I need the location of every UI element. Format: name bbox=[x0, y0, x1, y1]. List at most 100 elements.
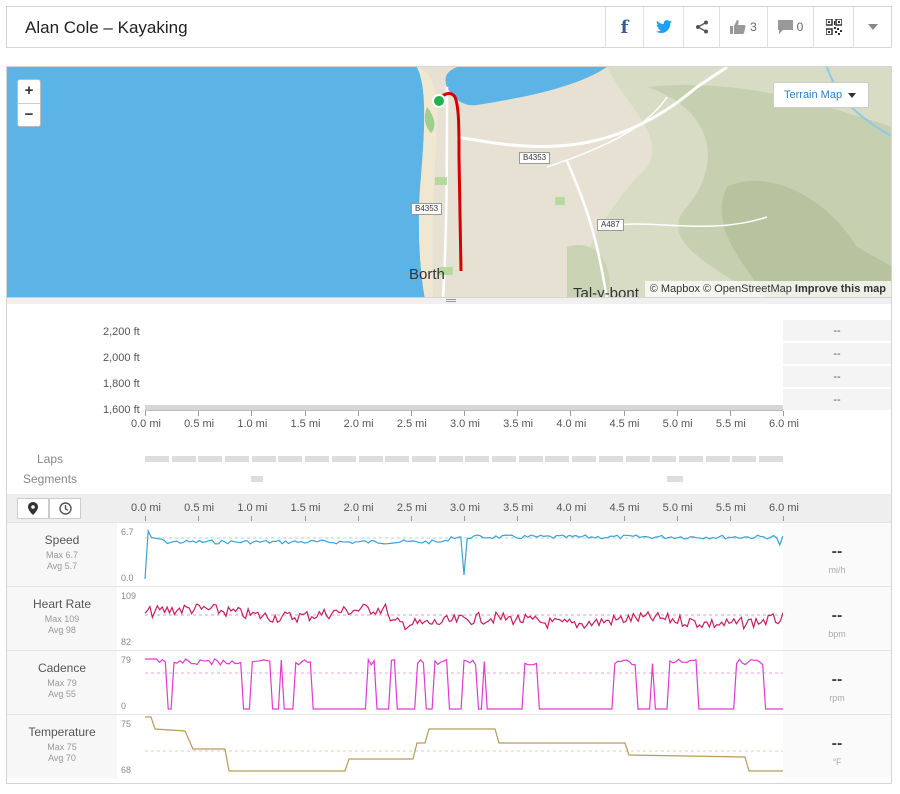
stream-x-tick-mark bbox=[357, 516, 359, 521]
lap-bar[interactable] bbox=[331, 456, 356, 462]
lap-bar[interactable] bbox=[251, 456, 276, 462]
stream-y-max: 6.7 bbox=[121, 527, 134, 537]
stream-current-value: -- bbox=[831, 671, 843, 688]
lap-bar[interactable] bbox=[438, 456, 463, 462]
elevation-x-tick-label: 3.0 mi bbox=[450, 418, 480, 430]
attribution-text: © Mapbox © OpenStreetMap bbox=[649, 283, 792, 295]
header-actions: f 3 0 bbox=[605, 7, 891, 47]
lap-bar[interactable] bbox=[652, 456, 677, 462]
map-pin-toggle[interactable] bbox=[17, 498, 49, 519]
lap-bar[interactable] bbox=[198, 456, 223, 462]
stream-unit: rpm bbox=[829, 693, 845, 703]
elevation-y-tick: 2,000 ft bbox=[103, 352, 140, 364]
qr-code-button[interactable] bbox=[813, 7, 853, 47]
place-label-borth: Borth bbox=[409, 266, 445, 283]
stream-avg: Avg 55 bbox=[48, 689, 76, 699]
elevation-x-tick-mark bbox=[304, 411, 306, 416]
stream-x-tick-mark bbox=[676, 516, 678, 521]
qr-code-icon bbox=[825, 19, 842, 35]
twitter-share-button[interactable] bbox=[643, 7, 683, 47]
lap-bar[interactable] bbox=[171, 456, 196, 462]
elevation-x-tick-label: 0.5 mi bbox=[184, 418, 215, 430]
route-map[interactable]: + − Terrain Map B4353 B4353 A487 Borth T… bbox=[6, 66, 892, 298]
stream-unit: °F bbox=[832, 757, 842, 767]
stream-row-speed[interactable]: Speed Max 6.7 Avg 5.7 6.7 0.0 -- mi/h bbox=[7, 522, 891, 586]
lap-bar[interactable] bbox=[518, 456, 543, 462]
stream-avg: Avg 70 bbox=[48, 753, 76, 763]
map-tiles bbox=[7, 67, 891, 297]
stream-value: -- bpm bbox=[783, 587, 891, 650]
stream-name: Cadence bbox=[37, 661, 87, 675]
stream-x-tick-label: 5.5 mi bbox=[715, 502, 746, 514]
stream-x-tick-mark bbox=[623, 516, 625, 521]
stream-line bbox=[144, 602, 784, 631]
stream-row-temperature[interactable]: Temperature Max 75 Avg 70 75 68 -- °F bbox=[7, 714, 891, 778]
elevation-x-tick-label: 3.5 mi bbox=[503, 418, 534, 430]
segment-bar[interactable] bbox=[667, 476, 683, 482]
elevation-side-value: -- bbox=[783, 320, 891, 342]
lap-bar[interactable] bbox=[278, 456, 303, 462]
elevation-profile bbox=[145, 405, 783, 411]
share-icon bbox=[695, 20, 708, 34]
elevation-x-tick-label: 0.0 mi bbox=[131, 418, 161, 430]
elevation-x-tick-mark bbox=[464, 411, 465, 416]
stream-max: Max 109 bbox=[44, 614, 80, 624]
stream-x-tick-mark bbox=[464, 516, 465, 521]
lap-bar[interactable] bbox=[572, 456, 597, 462]
lap-bar[interactable] bbox=[598, 456, 623, 462]
stream-chart bbox=[144, 528, 784, 580]
lap-bar[interactable] bbox=[465, 456, 490, 462]
elevation-side-value: -- bbox=[783, 389, 891, 411]
lap-bar[interactable] bbox=[358, 456, 383, 462]
segments-label: Segments bbox=[23, 472, 78, 486]
lap-bar[interactable] bbox=[385, 456, 410, 462]
lap-bar[interactable] bbox=[545, 456, 570, 462]
lap-bar[interactable] bbox=[305, 456, 330, 462]
segment-bar[interactable] bbox=[251, 476, 263, 482]
streams-control-bar: 0.0 mi 0.5 mi 1.0 mi 1.5 mi 2.0 mi 2.5 mi 3.0 … bbox=[7, 494, 891, 522]
lap-bar[interactable] bbox=[145, 456, 169, 462]
stream-y-max: 75 bbox=[121, 719, 132, 729]
map-layer-dropdown[interactable]: Terrain Map bbox=[773, 82, 869, 108]
share-button[interactable] bbox=[683, 7, 719, 47]
stream-chart bbox=[145, 657, 783, 710]
lap-bar[interactable] bbox=[492, 456, 517, 462]
thumbs-up-icon bbox=[730, 20, 746, 34]
stream-max: Max 6.7 bbox=[45, 550, 78, 560]
kudos-button[interactable]: 3 bbox=[719, 7, 767, 47]
activity-header: Alan Cole – Kayaking f 3 0 bbox=[6, 6, 892, 48]
stream-x-tick-mark bbox=[198, 516, 200, 521]
stream-x-tick-mark bbox=[783, 516, 784, 521]
zoom-in-button[interactable]: + bbox=[24, 82, 34, 99]
stream-x-tick-label: 1.5 mi bbox=[290, 502, 321, 514]
stream-label: Heart Rate Max 109 Avg 98 bbox=[7, 587, 117, 650]
zoom-out-button[interactable]: − bbox=[18, 103, 40, 126]
map-resize-handle[interactable] bbox=[6, 298, 892, 304]
improve-map-link[interactable]: Improve this map bbox=[794, 283, 886, 295]
comments-button[interactable]: 0 bbox=[767, 7, 813, 47]
stream-row-heart-rate[interactable]: Heart Rate Max 109 Avg 98 109 82 -- bpm bbox=[7, 586, 891, 650]
elevation-x-tick-mark bbox=[729, 411, 731, 416]
stream-x-tick-label: 0.5 mi bbox=[184, 502, 215, 514]
elevation-y-tick: 1,600 ft bbox=[103, 404, 140, 416]
comments-count: 0 bbox=[796, 20, 804, 34]
facebook-share-button[interactable]: f bbox=[605, 7, 643, 47]
stream-y-min: 0.0 bbox=[121, 573, 134, 583]
elevation-x-tick-label: 5.5 mi bbox=[715, 418, 746, 430]
lap-bar[interactable] bbox=[625, 456, 650, 462]
elevation-x-tick-mark bbox=[676, 411, 678, 416]
lap-bar[interactable] bbox=[732, 456, 757, 462]
stream-x-tick-mark bbox=[517, 516, 519, 521]
elevation-x-tick-mark bbox=[251, 411, 253, 416]
time-toggle[interactable] bbox=[49, 498, 81, 519]
lap-bar[interactable] bbox=[705, 456, 730, 462]
lap-bar[interactable] bbox=[678, 456, 703, 462]
stream-value: -- rpm bbox=[783, 651, 891, 714]
lap-bar[interactable] bbox=[759, 456, 783, 462]
elevation-x-tick-label: 4.5 mi bbox=[609, 418, 640, 430]
lap-bar[interactable] bbox=[411, 456, 436, 462]
lap-bar[interactable] bbox=[225, 456, 250, 462]
stream-row-cadence[interactable]: Cadence Max 79 Avg 55 79 0 -- rpm bbox=[7, 650, 891, 714]
more-options-button[interactable] bbox=[853, 7, 891, 47]
stream-y-max: 79 bbox=[121, 655, 132, 665]
